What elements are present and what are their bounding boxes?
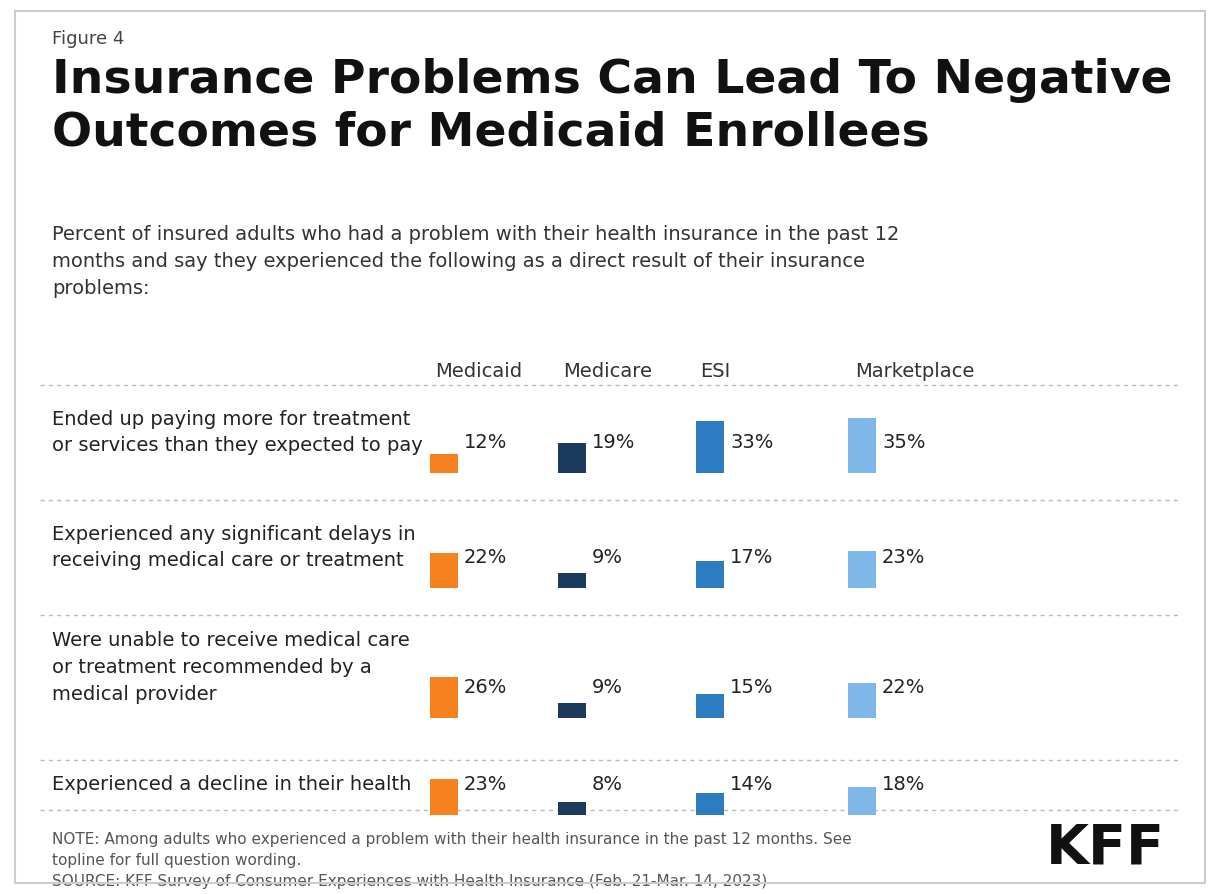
Text: 12%: 12% xyxy=(464,433,508,452)
Text: 33%: 33% xyxy=(730,433,773,452)
Bar xyxy=(848,417,876,473)
Text: 35%: 35% xyxy=(882,433,926,452)
Bar xyxy=(848,787,876,815)
Bar xyxy=(429,779,458,815)
Bar xyxy=(558,573,586,587)
Bar xyxy=(429,453,458,473)
Text: 22%: 22% xyxy=(464,548,508,567)
Text: 22%: 22% xyxy=(882,678,926,697)
Bar xyxy=(429,552,458,587)
Text: Insurance Problems Can Lead To Negative
Outcomes for Medicaid Enrollees: Insurance Problems Can Lead To Negative … xyxy=(52,58,1172,155)
Bar xyxy=(695,694,723,718)
Text: 18%: 18% xyxy=(882,775,926,795)
Bar xyxy=(848,552,876,587)
Text: Experienced any significant delays in
receiving medical care or treatment: Experienced any significant delays in re… xyxy=(52,525,416,570)
Text: 14%: 14% xyxy=(730,775,773,795)
Text: 9%: 9% xyxy=(592,548,623,567)
Text: Medicare: Medicare xyxy=(562,362,651,381)
Text: 15%: 15% xyxy=(730,678,773,697)
Bar xyxy=(558,443,586,473)
Text: 26%: 26% xyxy=(464,678,508,697)
Bar xyxy=(429,677,458,718)
Text: Experienced a decline in their health: Experienced a decline in their health xyxy=(52,775,411,795)
Text: KFF: KFF xyxy=(1046,821,1165,875)
Text: 23%: 23% xyxy=(882,548,926,567)
Text: Percent of insured adults who had a problem with their health insurance in the p: Percent of insured adults who had a prob… xyxy=(52,225,899,299)
Text: Were unable to receive medical care
or treatment recommended by a
medical provid: Were unable to receive medical care or t… xyxy=(52,631,410,704)
Bar xyxy=(848,683,876,718)
Bar xyxy=(558,704,586,718)
Text: Marketplace: Marketplace xyxy=(855,362,975,381)
Text: 8%: 8% xyxy=(592,775,623,795)
Text: 23%: 23% xyxy=(464,775,508,795)
Text: NOTE: Among adults who experienced a problem with their health insurance in the : NOTE: Among adults who experienced a pro… xyxy=(52,832,852,889)
Bar xyxy=(558,803,586,815)
Text: Ended up paying more for treatment
or services than they expected to pay: Ended up paying more for treatment or se… xyxy=(52,409,423,455)
Bar xyxy=(695,421,723,473)
Bar xyxy=(695,561,723,587)
Bar xyxy=(695,793,723,815)
Text: ESI: ESI xyxy=(700,362,731,381)
Text: 19%: 19% xyxy=(592,433,636,452)
Text: 9%: 9% xyxy=(592,678,623,697)
Text: Figure 4: Figure 4 xyxy=(52,30,124,48)
Text: 17%: 17% xyxy=(730,548,773,567)
Text: Medicaid: Medicaid xyxy=(436,362,522,381)
